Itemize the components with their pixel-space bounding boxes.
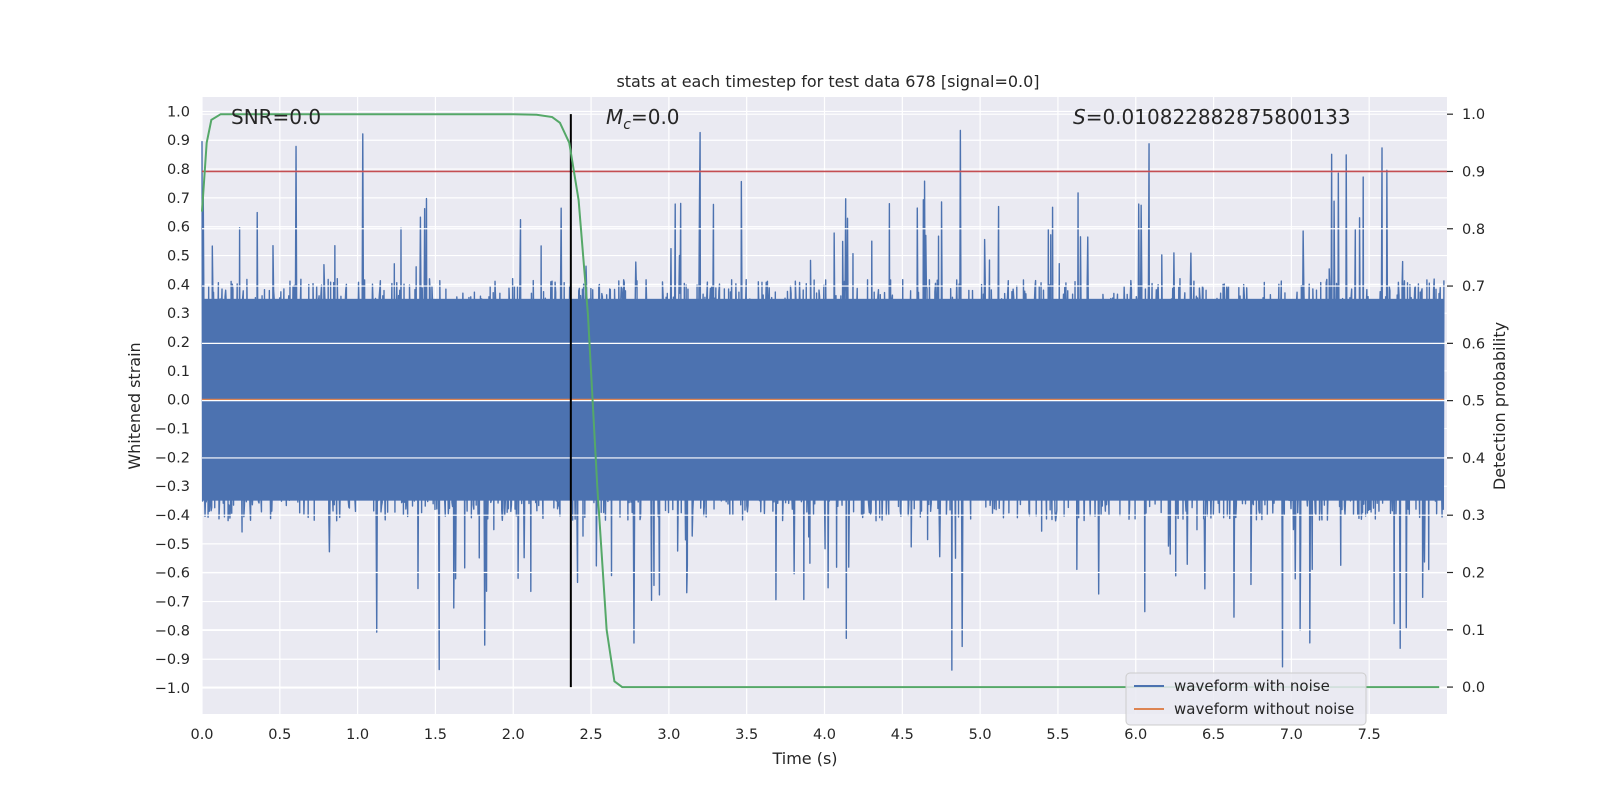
y-left-tick-label: 0.8 [167, 162, 190, 178]
y-right-tick-label: 0.5 [1462, 394, 1485, 410]
chirp-mass-value: =0.0 [631, 105, 680, 129]
x-tick-label: 6.0 [1124, 727, 1147, 743]
y-left-tick-label: −0.1 [155, 422, 190, 438]
x-tick-label: 0.0 [190, 727, 213, 743]
y-left-tick-label: −1.0 [155, 681, 190, 697]
y-left-tick-label: 0.4 [167, 277, 190, 293]
x-tick-label: 3.0 [657, 727, 680, 743]
x-tick-label: 3.5 [735, 727, 758, 743]
legend-label-clean: waveform without noise [1174, 700, 1354, 718]
chirp-mass-subscript: c [623, 117, 631, 133]
x-tick-label: 2.5 [580, 727, 603, 743]
y-left-tick-label: −0.6 [155, 566, 190, 582]
x-tick-label: 4.5 [891, 727, 914, 743]
y-left-tick-label: −0.3 [155, 479, 190, 495]
y-right-tick-label: 0.6 [1462, 336, 1485, 352]
snr-annotation: SNR=0.0 [231, 105, 321, 129]
y-right-tick-label: 0.7 [1462, 279, 1485, 295]
y-left-tick-label: 0.6 [167, 220, 190, 236]
y-right-tick-label: 0.3 [1462, 508, 1485, 524]
legend-box [1125, 672, 1367, 726]
x-axis-label: Time (s) [771, 749, 837, 768]
y-right-tick-label: 0.4 [1462, 451, 1485, 467]
x-tick-label: 2.0 [502, 727, 525, 743]
legend: waveform with noise waveform without noi… [1125, 672, 1367, 726]
chart-title: stats at each timestep for test data 678… [616, 72, 1039, 91]
y-right-tick-label: 0.2 [1462, 565, 1485, 581]
y-left-tick-label: 0.7 [167, 191, 190, 207]
y-left-tick-label: −0.8 [155, 623, 190, 639]
y-right-tick-label: 1.0 [1462, 107, 1485, 123]
y-axis-right-ticks: 1.0 0.9 0.8 0.7 0.6 0.5 0.4 0.3 0.2 0.1 0.0 [1447, 107, 1485, 696]
y-axis-left-ticks: 1.0 0.9 0.8 0.7 0.6 0.5 0.4 0.3 0.2 0.1 0.0 −0.1 −0.… [155, 104, 190, 697]
chirp-mass-symbol: M [606, 105, 623, 129]
x-tick-label: 6.5 [1202, 727, 1225, 743]
y-axis-right-label: Detection probability [1490, 322, 1509, 490]
y-axis-left-label: Whitened strain [125, 342, 144, 469]
x-axis-ticks: 0.0 0.5 1.0 1.5 2.0 2.5 3.0 3.5 4.0 4.5 5.0 5.5 6.0 6… [190, 727, 1380, 743]
x-tick-label: 5.0 [969, 727, 992, 743]
y-left-tick-label: 0.9 [167, 133, 190, 149]
y-left-tick-label: 0.1 [167, 364, 190, 380]
legend-label-noise: waveform with noise [1174, 677, 1330, 695]
y-left-tick-label: 0.5 [167, 249, 190, 265]
y-right-tick-label: 0.0 [1462, 680, 1485, 696]
x-tick-label: 7.0 [1280, 727, 1303, 743]
chirp-mass-annotation: Mc=0.0 [606, 105, 680, 133]
s-annotation: S=0.010822882875800133 [1073, 105, 1351, 129]
x-tick-label: 1.0 [346, 727, 369, 743]
x-tick-label: 5.5 [1046, 727, 1069, 743]
series-detection-probability [201, 113, 1440, 689]
x-tick-label: 0.5 [268, 727, 291, 743]
y-left-tick-label: −0.5 [155, 537, 190, 553]
s-value: =0.010822882875800133 [1086, 105, 1351, 129]
y-right-tick-label: 0.1 [1462, 623, 1485, 639]
s-symbol: S [1073, 105, 1086, 129]
y-left-tick-label: −0.7 [155, 595, 190, 611]
y-left-tick-label: 0.3 [167, 306, 190, 322]
y-left-tick-label: −0.2 [155, 450, 190, 466]
x-tick-label: 7.5 [1358, 727, 1381, 743]
y-left-tick-label: −0.9 [155, 652, 190, 668]
y-left-tick-label: 0.0 [167, 393, 190, 409]
x-tick-label: 4.0 [813, 727, 836, 743]
y-right-tick-label: 0.9 [1462, 164, 1485, 180]
y-right-tick-label: 0.8 [1462, 222, 1485, 238]
y-left-tick-label: 0.2 [167, 335, 190, 351]
y-left-tick-label: 1.0 [167, 104, 190, 120]
y-left-tick-label: −0.4 [155, 508, 190, 524]
x-tick-label: 1.5 [424, 727, 447, 743]
